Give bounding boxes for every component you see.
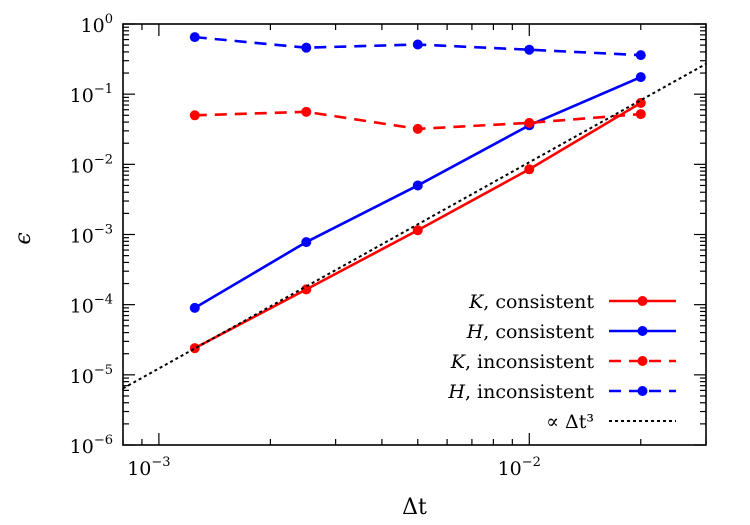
data-point — [189, 110, 200, 121]
legend-item: K, consistent — [468, 291, 676, 313]
legend-item: H, consistent — [466, 321, 676, 343]
data-point — [635, 72, 646, 83]
legend-label: K, consistent — [468, 291, 594, 313]
data-point — [189, 302, 200, 313]
y-tick-label: 10−3 — [70, 223, 113, 248]
data-point — [635, 109, 646, 120]
legend-item: H, inconsistent — [447, 381, 676, 403]
legend-label: H, consistent — [466, 321, 595, 343]
data-point — [301, 284, 312, 295]
data-point — [412, 225, 423, 236]
axis-ticks: 10−3 10−2 10−6 10−5 10−4 10−3 10−2 10−1 100 — [70, 12, 707, 480]
y-tick-label: 10−2 — [70, 152, 113, 177]
data-point — [301, 42, 312, 53]
series-layer — [123, 32, 706, 390]
y-tick-label: 10−4 — [70, 293, 113, 318]
legend-label: K, inconsistent — [450, 351, 595, 373]
series-1 — [189, 72, 646, 313]
series-3 — [189, 32, 646, 61]
data-point — [301, 106, 312, 117]
data-point — [189, 32, 200, 43]
data-point — [189, 343, 200, 354]
data-point — [412, 39, 423, 50]
legend-item: K, inconsistent — [450, 351, 676, 373]
data-point — [524, 164, 535, 175]
data-point — [635, 50, 646, 61]
data-point — [412, 123, 423, 134]
y-tick-label: 100 — [81, 12, 113, 37]
legend-marker — [637, 356, 648, 366]
legend-label: ∝ Δt³ — [546, 411, 594, 433]
legend-marker — [637, 386, 648, 396]
data-point — [412, 180, 423, 191]
legend-item: ∝ Δt³ — [546, 411, 676, 433]
x-tick-label: 10−2 — [498, 455, 541, 480]
series-line — [194, 75, 642, 309]
series-2 — [189, 106, 646, 134]
data-point — [524, 44, 535, 55]
legend-label: H, inconsistent — [447, 381, 594, 403]
x-tick-label: 10−3 — [127, 455, 170, 480]
data-point — [301, 237, 312, 248]
data-point — [524, 117, 535, 128]
legend-marker — [637, 326, 648, 336]
legend: K, consistent H, consistent K, inconsisten… — [447, 291, 676, 433]
y-tick-label: 10−6 — [70, 433, 113, 458]
y-tick-label: 10−1 — [70, 82, 113, 107]
legend-marker — [637, 296, 648, 306]
series-0 — [189, 97, 646, 354]
y-tick-label: 10−5 — [70, 363, 113, 388]
y-axis-label: ϵ — [11, 232, 36, 244]
data-point — [635, 97, 646, 108]
x-axis-label: Δt — [402, 495, 427, 520]
